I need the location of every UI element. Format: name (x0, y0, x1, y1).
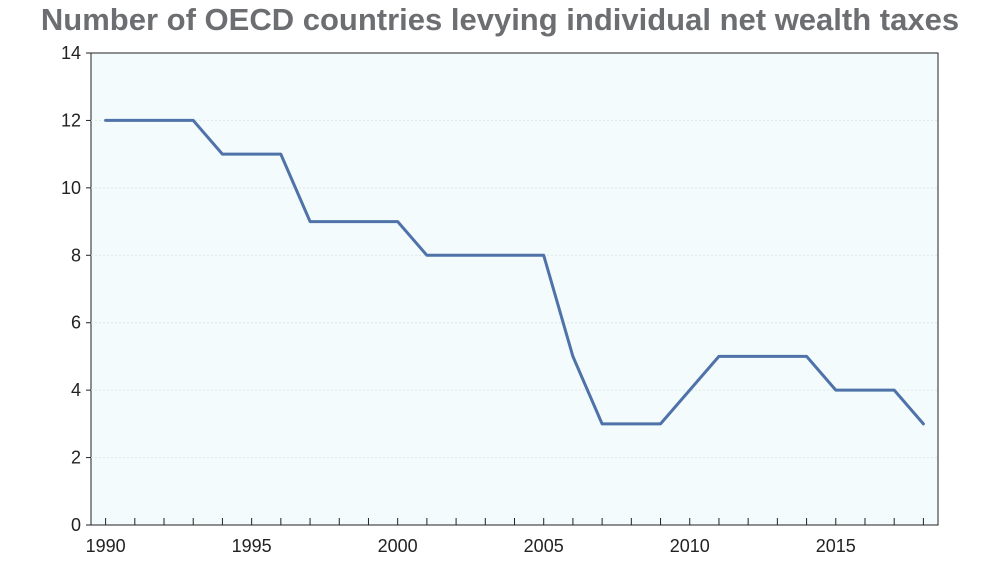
gridlines (91, 119, 938, 459)
y-tick-label: 12 (61, 110, 81, 130)
y-tick-label: 14 (61, 43, 81, 63)
chart-title: Number of OECD countries levying individ… (40, 2, 960, 37)
x-tick-label: 2000 (378, 536, 418, 556)
x-tick-label: 1990 (86, 536, 126, 556)
y-tick-label: 10 (61, 178, 81, 198)
x-axis: 1990 1995 2000 2005 2010 2015 (86, 518, 924, 556)
y-tick-label: 0 (71, 515, 81, 535)
series-line (104, 118, 925, 426)
plot-area (90, 52, 939, 526)
y-tick-label: 2 (71, 448, 81, 468)
y-tick-label: 6 (71, 313, 81, 333)
x-tick-label: 2015 (816, 536, 856, 556)
x-tick-label: 1995 (232, 536, 272, 556)
y-tick-label: 4 (71, 380, 81, 400)
x-tick-label: 2010 (670, 536, 710, 556)
x-tick-label: 2005 (524, 536, 564, 556)
y-axis: 0 2 4 6 8 10 12 14 (61, 43, 91, 535)
y-tick-label: 8 (71, 245, 81, 265)
